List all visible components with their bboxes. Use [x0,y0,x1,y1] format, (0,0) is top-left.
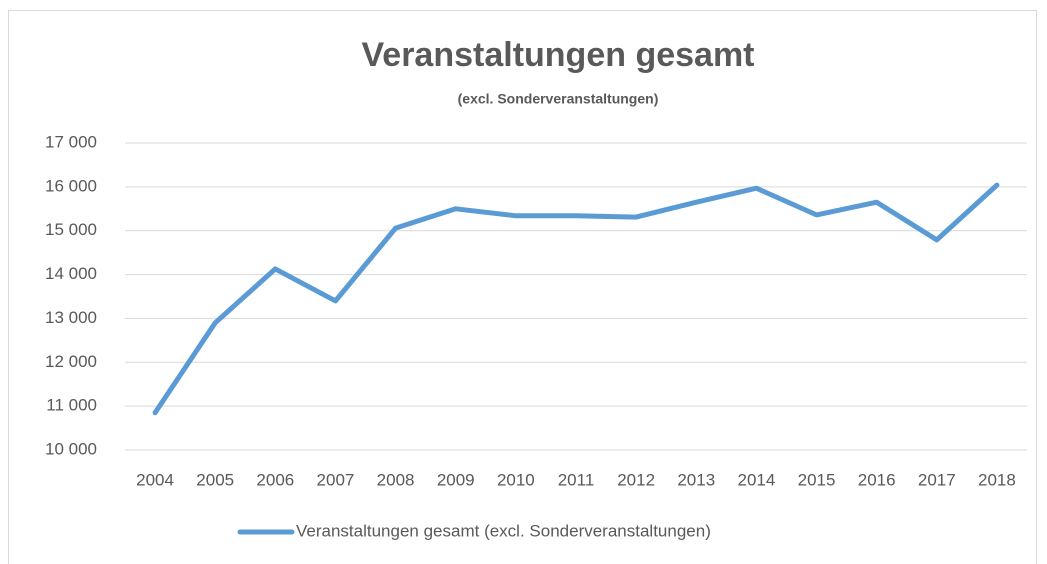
y-tick-label: 16 000 [45,176,97,195]
x-tick-label: 2008 [377,470,415,489]
x-tick-label: 2010 [497,470,535,489]
chart-title: Veranstaltungen gesamt [361,36,754,74]
y-tick-label: 10 000 [45,439,97,458]
y-tick-label: 12 000 [45,352,97,371]
x-tick-label: 2017 [918,470,956,489]
legend-label: Veranstaltungen gesamt (excl. Sondervera… [296,521,711,540]
y-tick-label: 14 000 [45,264,97,283]
chart-frame [8,10,1037,564]
x-tick-label: 2009 [437,470,475,489]
x-tick-label: 2012 [617,470,655,489]
x-tick-label: 2006 [256,470,294,489]
y-tick-label: 17 000 [45,132,97,151]
y-tick-label: 15 000 [45,220,97,239]
x-tick-label: 2013 [677,470,715,489]
y-tick-label: 11 000 [46,396,97,415]
x-tick-label: 2018 [978,470,1016,489]
x-tick-label: 2004 [136,470,174,489]
chart-subtitle: (excl. Sonderveranstaltungen) [458,91,659,107]
data-line [152,182,1000,416]
x-tick-label: 2011 [558,470,595,489]
x-tick-label: 2007 [317,470,355,489]
x-tick-label: 2005 [196,470,234,489]
y-tick-label: 13 000 [45,308,97,327]
x-tick-label: 2014 [737,470,775,489]
x-tick-label: 2015 [798,470,836,489]
x-tick-label: 2016 [858,470,896,489]
